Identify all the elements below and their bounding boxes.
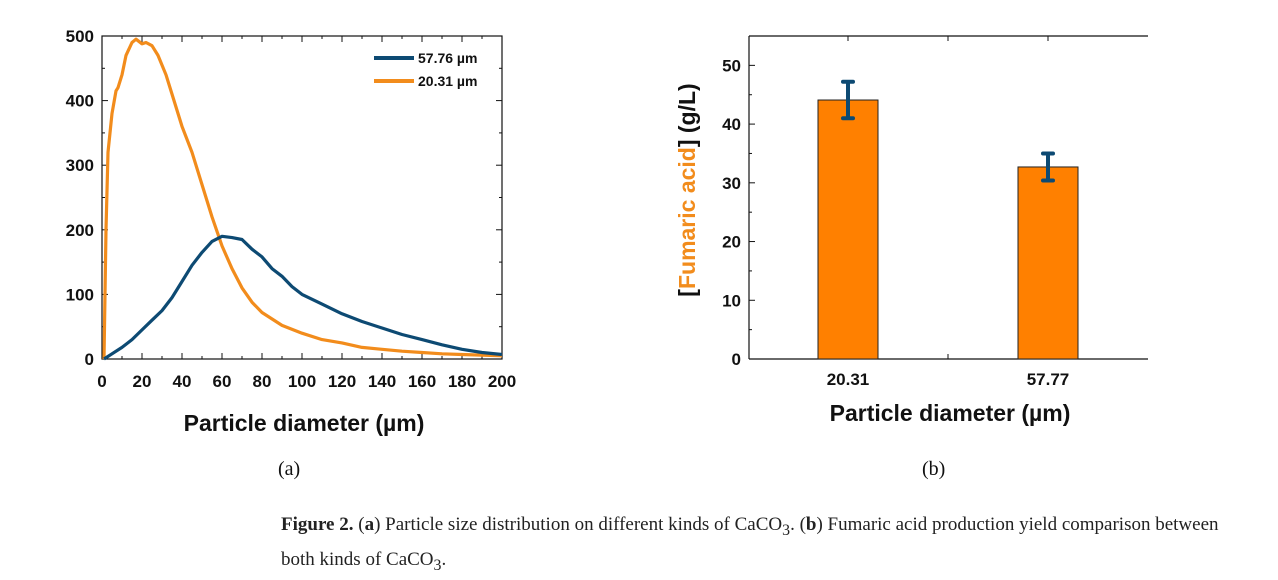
y-tick-label: 30 <box>722 174 741 193</box>
y-tick-label: 50 <box>722 56 741 75</box>
caption-sub-b: 3 <box>433 556 442 574</box>
legend-label: 57.76 µm <box>418 50 477 66</box>
x-tick-label: 60 <box>213 372 232 391</box>
series-line-57.76 <box>103 234 503 361</box>
x-tick-label: 0 <box>97 372 106 391</box>
x-tick-label: 200 <box>488 372 516 391</box>
y-tick-label: 0 <box>732 350 741 369</box>
y-tick-label: 400 <box>66 92 94 111</box>
bar-20.31 <box>817 99 879 360</box>
x-tick-label: 20 <box>133 372 152 391</box>
y-tick-label: 300 <box>66 156 94 175</box>
y-tick-label: 100 <box>66 285 94 304</box>
caption-figure-number: Figure 2. <box>281 514 354 535</box>
y-axis-label: [Fumaric acid] (g/L) <box>674 83 700 296</box>
y-tick-label: 40 <box>722 115 741 134</box>
x-tick-label: 100 <box>288 372 316 391</box>
chart-b: 0 10 20 30 40 50 20.31 57.77 Particle diameter (… <box>674 35 1148 426</box>
y-tick-label: 200 <box>66 221 94 240</box>
x-tick-label: 80 <box>253 372 272 391</box>
caption-dot-a: . <box>790 514 795 535</box>
caption-dot-b: . <box>441 548 447 570</box>
x-tick-label: 20.31 <box>827 370 870 389</box>
y-tick-label: 10 <box>722 291 741 310</box>
y-tick-label: 500 <box>66 27 94 46</box>
legend-label: 20.31 µm <box>418 73 477 89</box>
panel-label-b: (b) <box>922 458 946 480</box>
figure-canvas: 0 20 40 60 80 100 120 140 160 180 2000100200300400… <box>66 27 1148 436</box>
series-line-20.31 <box>102 37 503 360</box>
caption-sub-a: 3 <box>782 521 791 539</box>
chart-a: 0 20 40 60 80 100 120 140 160 180 200 0 100 200 300 400… <box>66 27 517 436</box>
y-axis-label-part: ] (g/L) <box>674 83 700 147</box>
caption-a-text: Particle size distribution on different … <box>380 514 783 535</box>
y-tick-label: 0 <box>85 350 94 369</box>
caption-b-text: Fumaric acid production yield comparison… <box>281 514 1219 570</box>
caption-b-label: b <box>805 514 817 535</box>
x-tick-label: 120 <box>328 372 356 391</box>
y-tick-label: 20 <box>722 233 741 252</box>
x-axis-label: Particle diameter (µm) <box>184 410 425 436</box>
figure-caption: Figure 2. (a) Particle size distribution… <box>281 514 1219 574</box>
x-tick-label: 160 <box>408 372 436 391</box>
x-tick-label: 180 <box>448 372 476 391</box>
x-axis-label: Particle diameter (µm) <box>830 400 1071 426</box>
panel-label-a: (a) <box>278 458 301 480</box>
x-tick-label: 40 <box>173 372 192 391</box>
caption-a-label: a <box>364 514 375 535</box>
x-tick-label: 140 <box>368 372 396 391</box>
y-axis-label-part: [ <box>674 289 700 297</box>
y-axis-label-part: Fumaric acid <box>674 147 700 289</box>
bar-57.77 <box>1017 166 1079 360</box>
x-tick-label: 57.77 <box>1027 370 1070 389</box>
